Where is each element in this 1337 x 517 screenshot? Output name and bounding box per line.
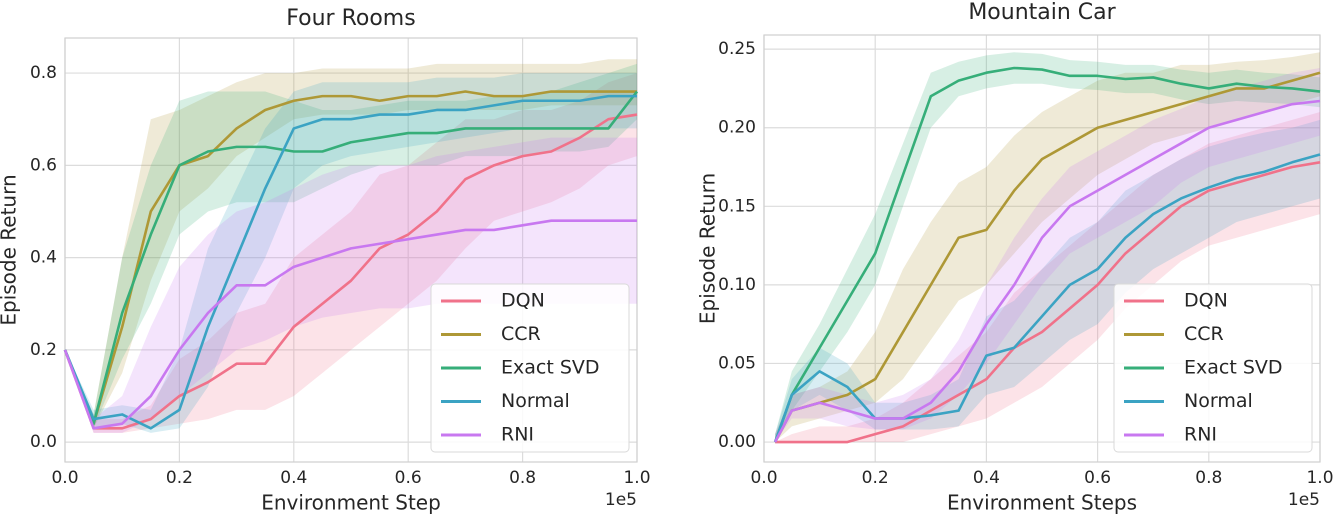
plot-frame	[763, 34, 1321, 463]
series-line	[773, 66, 1321, 443]
plot-panel: 0.0 0.2 0.4 0.6 0.8 1.0 0.0 0.2 0.4 0.6 0.8 Four Ro…	[0, 6, 651, 515]
confidence-band	[775, 68, 1320, 443]
x-tick-label: 0.4	[280, 468, 307, 488]
series-line	[63, 90, 637, 426]
y-tick-label: 0.8	[30, 63, 57, 83]
confidence-band	[775, 119, 1320, 443]
legend-label: Exact SVD	[501, 357, 600, 379]
y-tick-label: 0.6	[30, 155, 57, 175]
legend-label: Exact SVD	[1184, 357, 1283, 379]
legend-label: CCR	[501, 323, 541, 345]
x-axis-label: Environment Step	[261, 491, 441, 515]
y-tick-label: 0.00	[718, 432, 756, 452]
x-tick-label: 1.0	[1306, 468, 1333, 488]
plot-panel: 0.0 0.2 0.4 0.6 0.8 1.0 0.00 0.05 0.10 0.15 0.20 0.…	[696, 0, 1334, 515]
series-line	[63, 219, 637, 430]
x-offset-label: 1e5	[1288, 490, 1320, 510]
y-tick-label: 0.0	[30, 432, 57, 452]
x-tick-label: 0.0	[750, 468, 777, 488]
legend-label: Normal	[1184, 390, 1253, 412]
series-line	[775, 161, 1321, 444]
x-tick-label: 1.0	[623, 468, 650, 488]
confidence-band	[65, 73, 637, 433]
x-tick-label: 0.0	[51, 468, 78, 488]
chart-title: Four Rooms	[286, 6, 415, 31]
x-tick-label: 0.2	[166, 468, 193, 488]
confidence-band	[65, 137, 637, 433]
x-tick-label: 0.8	[1195, 468, 1222, 488]
legend-box	[430, 283, 630, 453]
legend-label: DQN	[1184, 290, 1228, 312]
y-tick-label: 0.25	[718, 39, 756, 59]
y-axis-label: Episode Return	[0, 174, 21, 325]
series-line	[773, 71, 1321, 443]
confidence-band	[65, 73, 637, 433]
y-tick-label: 0.20	[718, 118, 756, 138]
x-tick-label: 0.6	[395, 468, 422, 488]
x-axis-label: Environment Steps	[947, 491, 1137, 515]
legend-label: Normal	[501, 390, 570, 412]
series-line	[63, 113, 638, 430]
x-tick-label: 0.8	[509, 468, 536, 488]
chart-title: Mountain Car	[968, 0, 1116, 25]
x-tick-label: 0.4	[973, 468, 1000, 488]
x-offset-label: 1e5	[605, 490, 637, 510]
series-line	[773, 153, 1321, 443]
legend-label: DQN	[501, 290, 545, 312]
y-tick-label: 0.10	[718, 275, 756, 295]
y-tick-label: 0.2	[30, 340, 57, 360]
legend-box	[1113, 283, 1313, 453]
legend-label: RNI	[1184, 424, 1217, 446]
series-line	[63, 90, 639, 426]
y-tick-label: 0.05	[718, 353, 756, 373]
series-line	[773, 99, 1321, 443]
y-axis-label: Episode Return	[696, 173, 720, 324]
y-tick-label: 0.15	[718, 196, 756, 216]
y-tick-label: 0.4	[30, 248, 57, 268]
legend-label: CCR	[1184, 323, 1224, 345]
legend-label: RNI	[501, 424, 534, 446]
confidence-band	[775, 52, 1320, 443]
series-line	[63, 94, 637, 430]
x-tick-label: 0.2	[862, 468, 889, 488]
x-tick-label: 0.6	[1084, 468, 1111, 488]
plot-frame	[64, 37, 638, 463]
confidence-band	[775, 112, 1320, 443]
